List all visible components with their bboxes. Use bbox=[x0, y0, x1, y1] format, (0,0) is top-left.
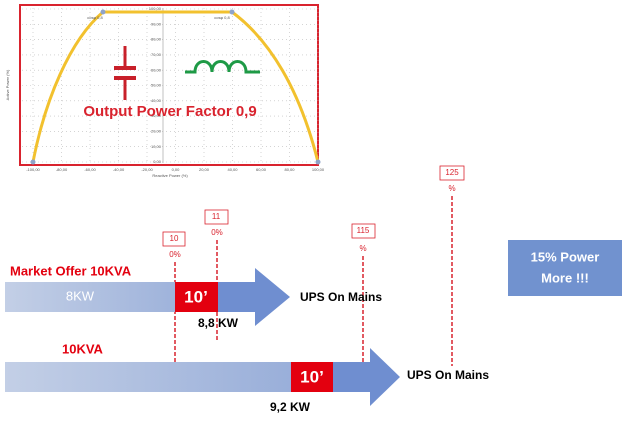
y-tick-label: 20,00 bbox=[151, 128, 162, 133]
bar-text: 8KW bbox=[66, 288, 95, 303]
x-tick-label: -80,00 bbox=[56, 167, 68, 172]
marker-sub: 0% bbox=[211, 228, 223, 237]
y-tick-label: 30,00 bbox=[151, 113, 162, 118]
marker-box: 10 bbox=[170, 234, 179, 243]
result-text: UPS On Mains bbox=[407, 368, 489, 382]
y-tick-label: 10,00 bbox=[151, 144, 162, 149]
percent-box bbox=[291, 362, 333, 392]
arrow-head bbox=[333, 348, 400, 406]
callout-text: More !!! bbox=[541, 270, 589, 285]
below-text: 8,8 KW bbox=[198, 316, 239, 330]
x-tick-label: 100,00 bbox=[312, 167, 325, 172]
marker-box: 125 bbox=[445, 168, 459, 177]
point-label: cosφ 0,8 bbox=[87, 15, 103, 20]
callout-box bbox=[508, 240, 622, 296]
marker-box: 115 bbox=[357, 226, 370, 235]
grid bbox=[22, 8, 319, 163]
marker-sub: 0% bbox=[169, 250, 181, 259]
callout-text: 15% Power bbox=[531, 249, 600, 264]
y-axis-label: Active Power (%) bbox=[5, 69, 10, 100]
y-tick-label: 100,00 bbox=[149, 6, 162, 11]
inductor-icon bbox=[185, 60, 260, 74]
box-text: 10’ bbox=[184, 287, 208, 306]
box-text: 10’ bbox=[300, 367, 324, 386]
x-tick-label: 20,00 bbox=[199, 167, 210, 172]
y-tick-label: 90,00 bbox=[151, 21, 162, 26]
y-tick-label: 50,00 bbox=[151, 83, 162, 88]
chart-title: Output Power Factor 0,9 bbox=[83, 103, 256, 120]
x-axis-label: Reactive Power (%) bbox=[152, 173, 188, 178]
chart-frame bbox=[19, 4, 319, 166]
x-tick-label: -20,00 bbox=[141, 167, 153, 172]
percent-box bbox=[175, 282, 218, 312]
ticks: -100,00 -80,00 -60,00 -40,00 -20,00 0,00 20,00… bbox=[26, 6, 325, 172]
x-tick-label: -60,00 bbox=[84, 167, 96, 172]
marker-sub: % bbox=[448, 184, 455, 193]
y-tick-label: 40,00 bbox=[151, 98, 162, 103]
x-tick-label: 80,00 bbox=[284, 167, 295, 172]
below-text: 9,2 KW bbox=[270, 400, 311, 414]
x-tick-label: 60,00 bbox=[256, 167, 267, 172]
x-tick-label: 0,00 bbox=[172, 167, 181, 172]
result-text: UPS On Mains bbox=[300, 290, 382, 304]
marker-boxes bbox=[162, 165, 465, 247]
marker-texts: 10 0% 11 0% 115 % 125 % bbox=[169, 168, 459, 259]
row-label: Market Offer 10KVA bbox=[10, 263, 132, 278]
row-label: 10KVA bbox=[62, 341, 104, 356]
y-tick-label: 0,00 bbox=[153, 159, 162, 164]
y-tick-label: 70,00 bbox=[151, 52, 162, 57]
capability-curve bbox=[31, 10, 320, 163]
y-tick-label: 60,00 bbox=[151, 67, 162, 72]
curve-points bbox=[30, 9, 321, 165]
marker-sub: % bbox=[359, 244, 366, 253]
capacitor-icon bbox=[114, 46, 136, 100]
y-tick-label: 80,00 bbox=[151, 37, 162, 42]
marker-box: 11 bbox=[212, 212, 221, 221]
point-label: cosφ 0,8 bbox=[214, 15, 230, 20]
arrow-head bbox=[218, 268, 290, 326]
x-tick-label: 40,00 bbox=[227, 167, 238, 172]
x-tick-label: -100,00 bbox=[26, 167, 40, 172]
x-tick-label: -40,00 bbox=[113, 167, 125, 172]
